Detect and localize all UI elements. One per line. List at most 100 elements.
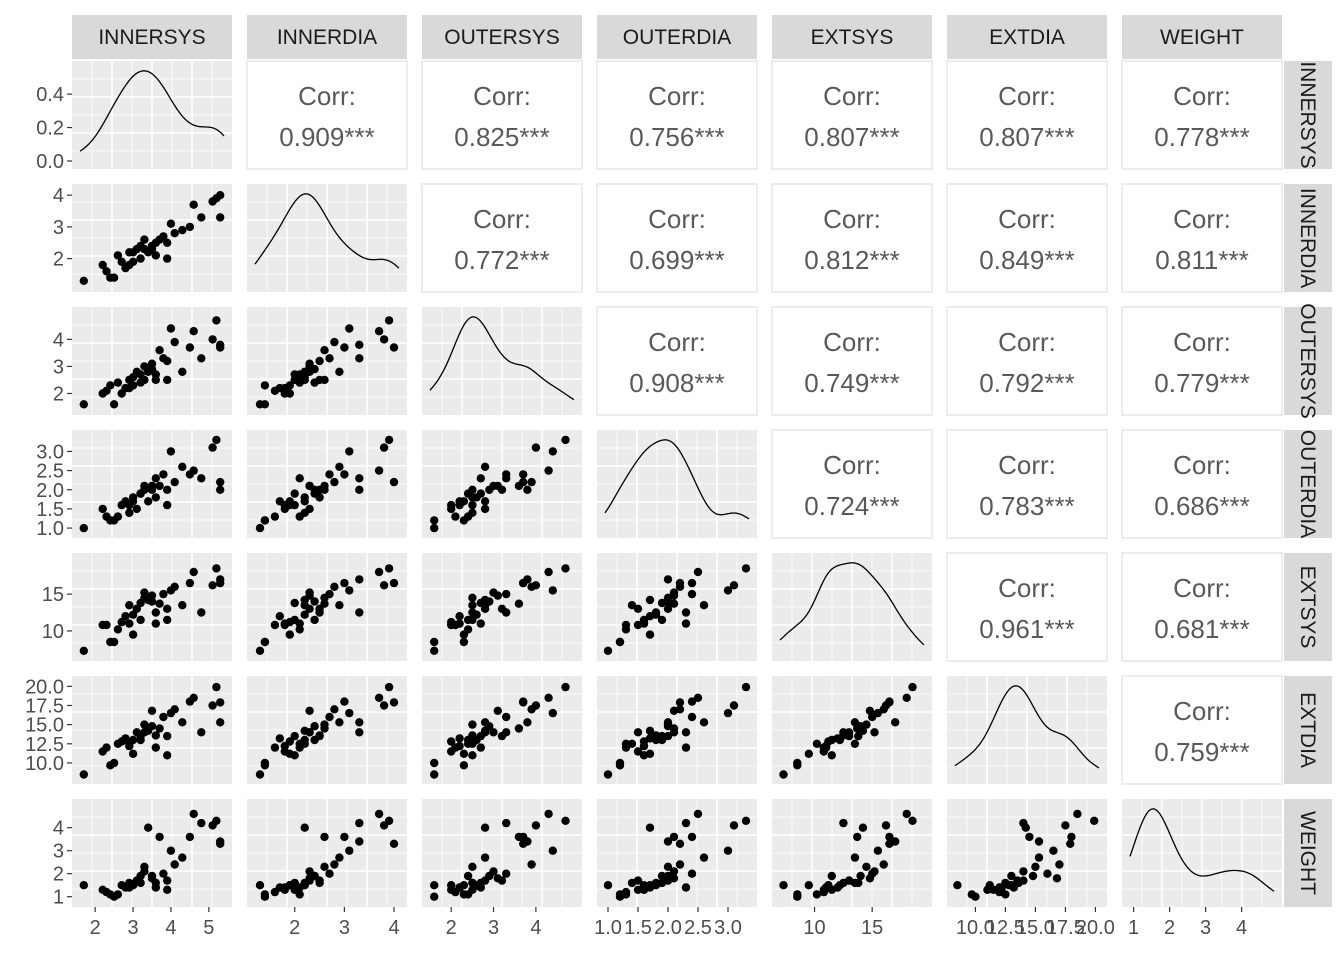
- corr-value: 0.908***: [629, 368, 724, 398]
- scatter-point: [615, 637, 625, 647]
- row-label-extdia: EXTDIA: [1296, 692, 1319, 768]
- scatter-point: [305, 728, 314, 737]
- scatter-point: [113, 625, 123, 634]
- scatter-point: [489, 588, 498, 597]
- scatter-point: [858, 823, 868, 832]
- scatter-point: [544, 693, 553, 702]
- scatter-point: [305, 867, 314, 876]
- scatter-point: [170, 860, 179, 869]
- scatter-point: [136, 615, 145, 625]
- scatter-point: [275, 612, 284, 621]
- panel-outersys-innerdia: [247, 307, 407, 415]
- scatter-point: [355, 354, 364, 363]
- scatter-point: [1034, 853, 1044, 862]
- scatter-point: [300, 823, 309, 832]
- scatter-point: [850, 853, 860, 862]
- scatter-point: [480, 504, 490, 514]
- scatter-point: [305, 504, 314, 514]
- scatter-point: [320, 862, 329, 871]
- scatter-point: [140, 481, 149, 491]
- scatter-point: [155, 724, 164, 733]
- scatter-point: [472, 493, 481, 502]
- scatter-point: [102, 743, 111, 752]
- corr-panel-bg: [1121, 552, 1283, 662]
- x-tick-label: 3.0: [714, 917, 742, 939]
- scatter-point: [275, 734, 284, 743]
- scatter-point: [447, 737, 456, 746]
- panel-innerdia-extdia: Corr: 0.849***: [946, 183, 1108, 293]
- y-tick-label: 2.5: [36, 461, 64, 483]
- corr-panel-bg: [1121, 183, 1283, 293]
- y-tick-label: 1.5: [36, 499, 64, 521]
- scatter-point: [345, 586, 354, 595]
- scatter-point: [155, 599, 164, 608]
- scatter-point: [216, 343, 225, 352]
- scatter-point: [379, 335, 389, 344]
- corr-label: Corr:: [1173, 81, 1231, 111]
- scatter-point: [325, 354, 334, 363]
- scatter-point: [480, 853, 490, 862]
- scatter-point: [1073, 809, 1082, 819]
- scatter-point: [779, 770, 788, 779]
- scatter-point: [79, 646, 89, 655]
- scatter-point: [340, 832, 349, 842]
- scatter-point: [519, 470, 528, 479]
- y-tick-label: 20.0: [25, 676, 64, 698]
- scatter-point: [320, 724, 329, 733]
- scatter-point: [639, 883, 649, 892]
- scatter-point: [493, 706, 502, 715]
- scatter-point: [468, 862, 477, 871]
- scatter-point: [125, 619, 134, 628]
- scatter-point: [140, 728, 149, 737]
- corr-value: 0.778***: [1154, 122, 1249, 152]
- scatter-point: [723, 586, 733, 595]
- scatter-point: [355, 818, 364, 828]
- scatter-point: [185, 832, 195, 842]
- scatter-point: [681, 619, 691, 628]
- scatter-point: [480, 497, 490, 506]
- scatter-point: [300, 610, 309, 619]
- scatter-point: [212, 316, 221, 325]
- scatter-point: [639, 751, 649, 760]
- scatter-point: [527, 477, 536, 487]
- scatter-point: [430, 892, 439, 901]
- corr-panel-bg: [246, 60, 408, 170]
- scatter-point: [645, 595, 655, 605]
- scatter-point: [285, 389, 294, 398]
- scatter-point: [128, 735, 138, 745]
- scatter-point: [519, 839, 528, 848]
- scatter-point: [147, 591, 157, 600]
- scatter-point: [140, 235, 149, 244]
- column-label-extsys: EXTSYS: [811, 26, 894, 49]
- scatter-point: [621, 739, 631, 748]
- panel-innerdia-weight: Corr: 0.811***: [1121, 183, 1283, 293]
- scatter-point: [125, 741, 134, 751]
- scatter-point: [497, 876, 507, 885]
- scatter-point: [663, 575, 673, 584]
- strip-bg-weight: [1122, 15, 1282, 59]
- scatter-point: [163, 356, 172, 366]
- scatter-point: [447, 617, 456, 627]
- panel-extdia-outersys: [422, 676, 582, 784]
- scatter-point: [430, 758, 439, 768]
- scatter-point: [208, 335, 217, 344]
- scatter-point: [389, 578, 399, 588]
- scatter-point: [155, 346, 164, 355]
- scatter-point: [639, 741, 649, 751]
- panel-innerdia-outerdia: Corr: 0.699***: [596, 183, 758, 293]
- scatter-point: [197, 728, 206, 737]
- x-tick-label: 15.0: [1016, 917, 1055, 939]
- scatter-point: [723, 708, 733, 718]
- scatter-point: [681, 608, 691, 617]
- y-tick-label: 2: [53, 383, 64, 405]
- panel-innersys-extdia: Corr: 0.807***: [946, 60, 1108, 170]
- scatter-point: [455, 612, 464, 621]
- scatter-point: [260, 516, 270, 525]
- scatter-point: [189, 567, 198, 577]
- corr-value: 0.807***: [979, 122, 1074, 152]
- x-tick-label: 2.0: [654, 917, 682, 939]
- scatter-point: [290, 489, 299, 498]
- panel-outerdia-extdia: Corr: 0.783***: [946, 429, 1108, 539]
- panel-outersys-extsys: Corr: 0.749***: [771, 306, 933, 416]
- scatter-point: [489, 728, 498, 737]
